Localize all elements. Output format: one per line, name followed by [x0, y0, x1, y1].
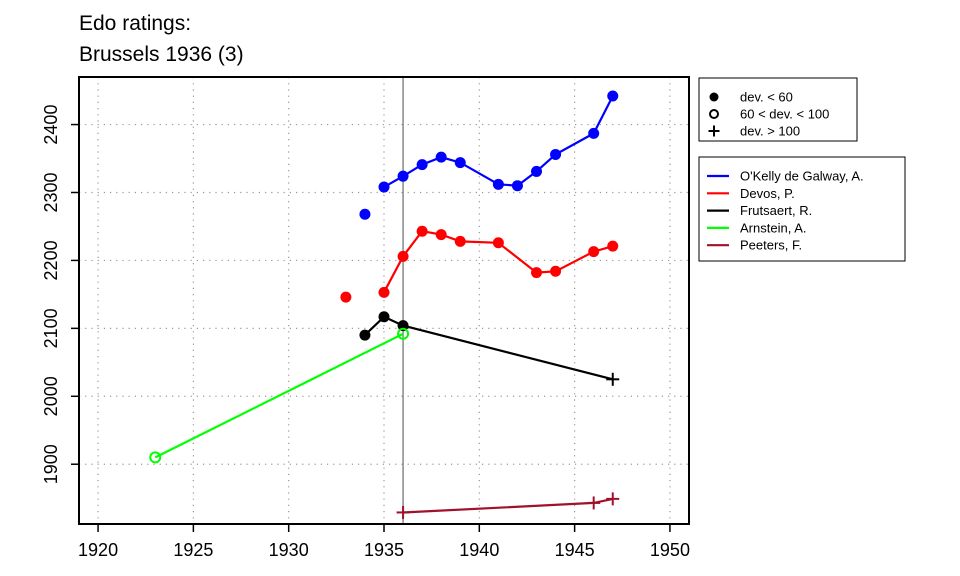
marker-plus: [606, 492, 620, 506]
marker-filled: [588, 127, 600, 139]
marker-filled: [531, 267, 542, 279]
marker-open: [149, 451, 162, 464]
marker-filled: [709, 92, 719, 102]
series-o-kelly-de-galway-a: [359, 90, 619, 220]
chart-title-block: Edo ratings: Brussels 1936 (3): [79, 8, 244, 70]
marker-filled: [397, 170, 409, 182]
x-tick-label: 1945: [555, 540, 595, 560]
y-tick-label: 2100: [41, 308, 61, 348]
chart-subtitle: Brussels 1936 (3): [79, 43, 244, 66]
marker-legend-label: dev. < 60: [740, 90, 793, 105]
y-tick-label: 2300: [41, 172, 61, 212]
marker-filled: [454, 157, 466, 169]
marker-filled: [435, 229, 447, 241]
marker-filled: [511, 180, 523, 192]
marker-filled: [359, 329, 371, 341]
grid: [79, 77, 689, 524]
x-tick-label: 1920: [78, 540, 118, 560]
marker-filled: [378, 286, 390, 298]
marker-filled: [550, 265, 562, 277]
marker-filled: [416, 225, 428, 237]
marker-filled: [492, 178, 504, 190]
series-peeters-f: [396, 492, 620, 519]
chart-title: Edo ratings:: [79, 12, 192, 35]
x-axis: 1920 1925 1930 1935 1940 1945 1950: [78, 524, 690, 560]
marker-plus: [396, 505, 410, 519]
marker-filled: [435, 151, 447, 163]
marker-plus: [708, 125, 720, 137]
marker-filled: [416, 159, 428, 171]
y-tick-label: 1900: [41, 444, 61, 484]
marker-filled: [340, 291, 352, 303]
marker-filled: [378, 311, 390, 323]
y-tick-label: 2000: [41, 376, 61, 416]
series-line: [154, 332, 404, 459]
series-legend-box: [698, 156, 906, 262]
marker-plus: [587, 496, 601, 510]
marker-filled: [454, 235, 466, 247]
marker-filled: [607, 90, 619, 102]
x-tick-label: 1925: [173, 540, 213, 560]
x-tick-label: 1950: [650, 540, 690, 560]
marker-filled: [397, 250, 409, 262]
marker-legend-label: 60 < dev. < 100: [740, 107, 829, 122]
marker-plus: [606, 372, 620, 386]
series-legend-label: O'Kelly de Galway, A.: [740, 169, 864, 184]
marker-filled: [397, 320, 409, 332]
series-legend-label: Frutsaert, R.: [740, 203, 812, 218]
marker-filled: [531, 165, 542, 177]
series-legend-label: Peeters, F.: [740, 238, 802, 253]
marker-filled: [588, 246, 600, 258]
y-tick-label: 2400: [41, 105, 61, 145]
y-axis: 1900 2000 2100 2200 2300 2400: [41, 105, 79, 484]
series-devos-p: [340, 225, 619, 303]
marker-legend-box: [698, 77, 858, 142]
marker-legend-label: dev. > 100: [740, 124, 800, 139]
marker-filled: [492, 237, 504, 249]
series-line: [383, 95, 614, 189]
marker-filled: [359, 208, 371, 220]
marker-filled: [378, 181, 390, 193]
marker-legend: dev. < 60 60 < dev. < 100 dev. > 100: [698, 77, 858, 142]
x-tick-label: 1935: [364, 540, 404, 560]
x-tick-label: 1940: [459, 540, 499, 560]
series-line: [383, 229, 614, 293]
marker-filled: [550, 148, 562, 160]
marker-open: [709, 109, 719, 119]
series-legend-label: Arnstein, A.: [740, 220, 806, 235]
marker-open: [397, 327, 410, 340]
series-frutsaert-r: [359, 311, 620, 386]
x-tick-label: 1930: [269, 540, 309, 560]
series-line: [364, 315, 614, 381]
series-group: [149, 90, 620, 519]
y-tick-label: 2200: [41, 240, 61, 280]
series-line: [403, 497, 614, 514]
marker-filled: [607, 240, 619, 252]
series-arnstein-a: [149, 327, 410, 464]
series-legend-label: Devos, P.: [740, 186, 795, 201]
series-legend: O'Kelly de Galway, A. Devos, P. Frutsaert,…: [698, 156, 906, 262]
